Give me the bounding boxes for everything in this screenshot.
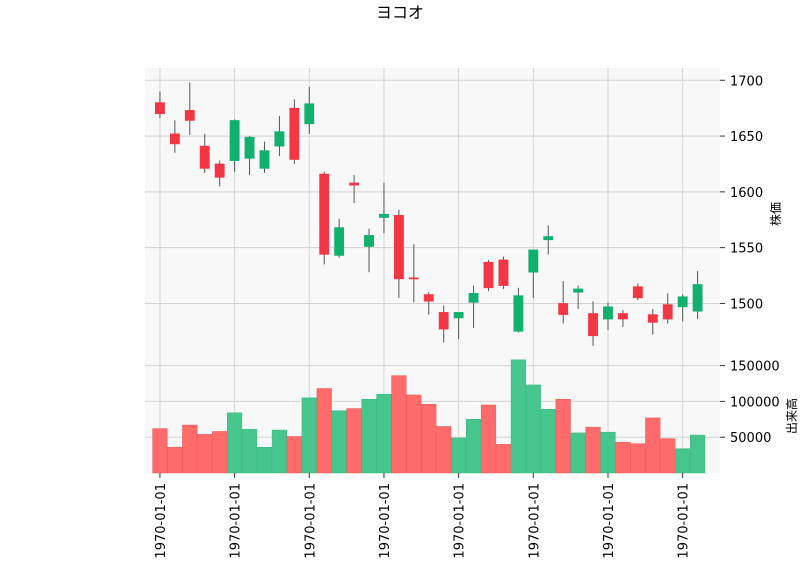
volume-bar xyxy=(615,441,631,474)
candle-body xyxy=(453,312,464,319)
price-tick-label: 1600 xyxy=(730,186,763,201)
volume-axis-label: 出来高 xyxy=(784,398,799,434)
volume-bar xyxy=(152,428,168,474)
chart-title: ヨコオ xyxy=(376,3,424,22)
volume-bar xyxy=(585,426,601,474)
volume-bar xyxy=(182,424,198,474)
volume-bar xyxy=(376,393,392,474)
volume-bar xyxy=(361,398,377,474)
candle-body xyxy=(528,249,539,273)
candle-body xyxy=(513,295,524,332)
price-tick-label: 1650 xyxy=(730,130,763,145)
volume-bar xyxy=(436,426,452,474)
price-axis-label: 株価 xyxy=(768,202,783,226)
volume-bar xyxy=(675,448,691,474)
volume-bar xyxy=(660,438,676,474)
volume-bar xyxy=(421,404,437,474)
candle-body xyxy=(692,284,703,312)
x-tick-label: 1970-01-01 xyxy=(527,483,542,559)
volume-bar xyxy=(570,432,586,474)
volume-panel: 50000 100000 150000 xyxy=(145,357,780,474)
candle-body xyxy=(214,163,225,178)
candle-body xyxy=(632,286,643,299)
volume-bar xyxy=(600,431,616,474)
volume-tick-label: 100000 xyxy=(730,395,780,410)
candle-body xyxy=(274,131,285,147)
x-axis: 1970-01-01 1970-01-01 1970-01-01 1970-01-01… xyxy=(154,473,692,559)
volume-bar xyxy=(197,434,213,474)
price-tick-label: 1700 xyxy=(730,74,763,89)
candle-body xyxy=(244,136,255,159)
volume-bar xyxy=(480,404,497,474)
candle-body xyxy=(379,213,389,218)
volume-bar xyxy=(510,359,526,474)
volume-bar xyxy=(451,437,467,474)
candle-body xyxy=(468,293,479,303)
candle-body xyxy=(558,303,569,315)
candle-body xyxy=(408,277,419,280)
volume-bar xyxy=(540,409,556,474)
x-tick-label: 1970-01-01 xyxy=(229,483,244,559)
x-tick-label: 1970-01-01 xyxy=(303,483,318,559)
x-tick-label: 1970-01-01 xyxy=(602,483,617,559)
volume-bar xyxy=(227,412,243,474)
volume-bar xyxy=(286,436,302,474)
candle-body xyxy=(259,150,270,169)
volume-bar xyxy=(346,408,362,474)
candle-body xyxy=(483,261,494,289)
volume-bar xyxy=(316,388,332,474)
candle-body xyxy=(573,288,584,293)
volume-bar xyxy=(406,394,422,474)
volume-bar xyxy=(645,417,661,474)
volume-bar xyxy=(167,446,183,474)
volume-bar xyxy=(690,434,706,474)
candle-body xyxy=(423,294,434,302)
candle-body xyxy=(543,236,554,241)
candle-body xyxy=(229,120,240,161)
volume-bar xyxy=(331,410,347,474)
candle-body xyxy=(349,182,360,186)
volume-tick-label: 150000 xyxy=(730,360,780,375)
volume-bar xyxy=(466,419,482,474)
candle-body xyxy=(393,214,404,280)
volume-bar xyxy=(525,384,541,474)
price-tick-label: 1550 xyxy=(730,242,763,257)
x-tick-label: 1970-01-01 xyxy=(154,483,169,559)
candle-body xyxy=(662,304,673,320)
volume-bar xyxy=(555,398,571,474)
candle-body xyxy=(647,314,658,323)
candle-body xyxy=(169,133,180,145)
volume-bar xyxy=(271,429,287,474)
candle-body xyxy=(498,259,509,286)
candle-body xyxy=(364,235,374,247)
candle-body xyxy=(334,227,345,256)
candle-body xyxy=(588,313,598,337)
volume-bar xyxy=(241,429,258,474)
candle-body xyxy=(199,145,210,169)
price-tick-label: 1500 xyxy=(730,297,763,312)
candle-body xyxy=(289,107,300,160)
price-panel: 1500 1550 1600 1650 1700 xyxy=(145,68,763,357)
volume-tick-label: 50000 xyxy=(730,431,771,446)
candle-body xyxy=(319,173,330,255)
candle-body xyxy=(155,102,165,115)
candle-body xyxy=(438,312,449,330)
volume-bar xyxy=(212,431,228,474)
x-tick-label: 1970-01-01 xyxy=(677,483,692,559)
volume-bar xyxy=(391,375,407,474)
candle-body xyxy=(677,296,688,308)
volume-bar xyxy=(301,397,317,474)
price-panel-bg xyxy=(145,68,720,357)
candle-body xyxy=(184,110,195,121)
volume-bar xyxy=(495,444,512,474)
candle-body xyxy=(304,103,315,125)
x-tick-label: 1970-01-01 xyxy=(378,483,393,559)
volume-bar xyxy=(630,443,646,474)
candle-body xyxy=(617,313,628,320)
volume-bar xyxy=(256,446,273,474)
candle-body xyxy=(603,306,613,320)
x-tick-label: 1970-01-01 xyxy=(453,483,468,559)
